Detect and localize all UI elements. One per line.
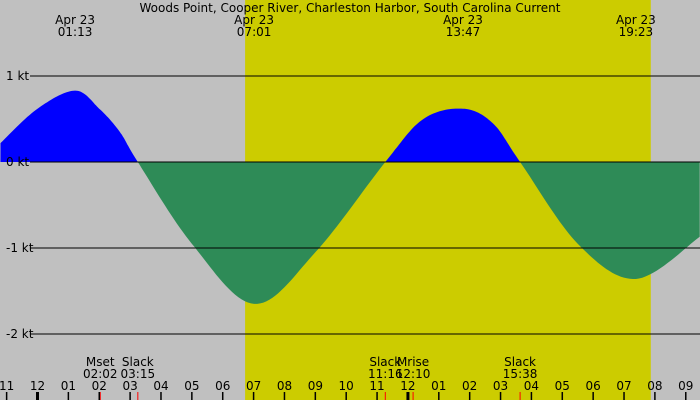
hour-tick-label: 11 <box>0 379 14 393</box>
ebb-current-area <box>0 162 700 304</box>
hour-tick-label: 04 <box>153 379 168 393</box>
flood-current-area <box>0 90 700 162</box>
extremum-date-label: Apr 23 <box>55 13 95 27</box>
hour-tick-label: 08 <box>277 379 292 393</box>
event-time-label: 11:16 <box>368 367 403 381</box>
hour-tick-label: 06 <box>215 379 230 393</box>
hour-tick-label: 10 <box>339 379 354 393</box>
event-time-label: 03:15 <box>121 367 156 381</box>
hour-tick-label: 09 <box>308 379 323 393</box>
extremum-time-label: 01:13 <box>58 25 93 39</box>
hour-tick-label: 02 <box>92 379 107 393</box>
hour-tick-label: 06 <box>586 379 601 393</box>
hour-tick-label: 07 <box>246 379 261 393</box>
hour-tick-label: 02 <box>462 379 477 393</box>
extremum-date-label: Apr 23 <box>234 13 274 27</box>
event-name-label: Mset <box>86 355 115 369</box>
hour-tick-label: 12 <box>30 379 45 393</box>
y-tick-label: 1 kt <box>6 69 29 83</box>
hour-tick-label: 08 <box>647 379 662 393</box>
extremum-time-label: 13:47 <box>446 25 481 39</box>
hour-tick-label: 03 <box>493 379 508 393</box>
hour-tick-label: 07 <box>616 379 631 393</box>
hour-tick-label: 04 <box>524 379 539 393</box>
hour-tick-label: 01 <box>431 379 446 393</box>
event-name-label: Slack <box>504 355 536 369</box>
hour-tick-label: 05 <box>555 379 570 393</box>
event-time-label: 02:02 <box>83 367 118 381</box>
event-name-label: Mrise <box>397 355 429 369</box>
extremum-date-label: Apr 23 <box>616 13 656 27</box>
y-tick-label: 0 kt <box>6 155 29 169</box>
hour-tick-label: 05 <box>184 379 199 393</box>
hour-tick-label: 09 <box>678 379 693 393</box>
hour-tick-label: 03 <box>122 379 137 393</box>
event-time-label: 15:38 <box>503 367 538 381</box>
y-tick-label: -2 kt <box>6 327 34 341</box>
extremum-time-label: 19:23 <box>619 25 654 39</box>
hour-tick-label: 11 <box>369 379 384 393</box>
hour-tick-label: 01 <box>61 379 76 393</box>
event-name-label: Slack <box>122 355 154 369</box>
event-time-label: 12:10 <box>396 367 431 381</box>
event-name-label: Slack <box>369 355 401 369</box>
extremum-date-label: Apr 23 <box>443 13 483 27</box>
y-tick-label: -1 kt <box>6 241 34 255</box>
chart-title: Woods Point, Cooper River, Charleston Ha… <box>140 1 561 15</box>
hour-tick-label: 12 <box>400 379 415 393</box>
extremum-time-label: 07:01 <box>237 25 272 39</box>
